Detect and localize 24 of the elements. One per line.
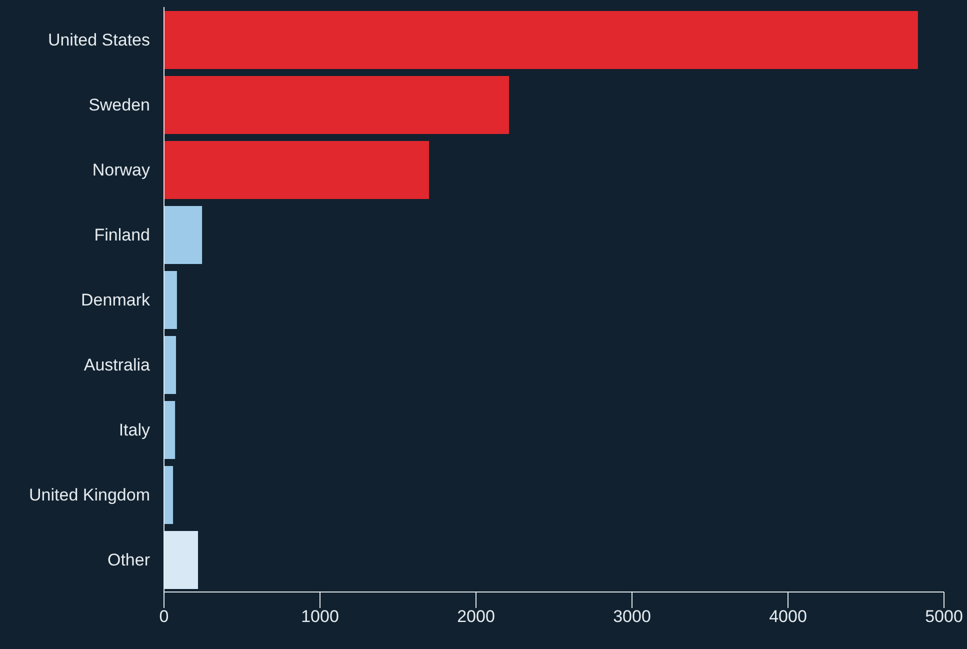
y-tick-label: Finland (94, 226, 150, 245)
bar (164, 76, 510, 134)
y-tick-label: Other (107, 550, 150, 570)
y-tick-label: Italy (118, 420, 150, 440)
y-tick-label: United States (48, 30, 150, 50)
bar (164, 531, 198, 589)
bar (164, 271, 177, 329)
x-tick-label: 3000 (613, 607, 651, 626)
y-tick-label: Denmark (81, 290, 150, 310)
bar (164, 401, 176, 459)
y-tick-label: Sweden (88, 96, 150, 115)
x-tick-label: 2000 (457, 607, 495, 626)
bar (164, 336, 176, 394)
bar (164, 206, 202, 264)
x-tick-label: 1000 (301, 607, 339, 626)
x-tick-label: 0 (159, 607, 169, 626)
bar (164, 141, 430, 199)
y-tick-label: United Kingdom (29, 486, 150, 505)
y-tick-label: Australia (84, 356, 151, 375)
x-tick-label: 5000 (925, 607, 963, 626)
x-tick-label: 4000 (769, 607, 807, 626)
bar (164, 466, 174, 524)
bar (164, 11, 918, 69)
y-tick-label: Norway (92, 160, 150, 180)
